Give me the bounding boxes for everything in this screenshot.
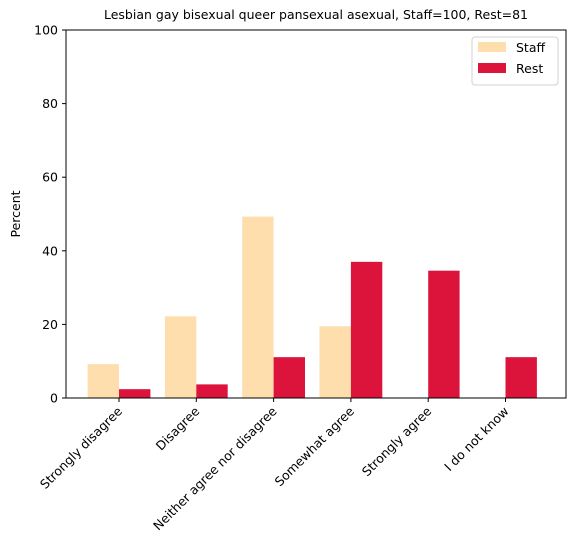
bar-rest-1 <box>196 384 228 398</box>
x-tick-label-4: Strongly agree <box>359 403 435 479</box>
bars-layer <box>87 216 537 398</box>
legend: Staff Rest <box>471 36 559 86</box>
y-tick-label-1: 20 <box>42 317 58 332</box>
y-axis-label: Percent <box>8 190 23 237</box>
bar-staff-3 <box>319 326 351 398</box>
bar-rest-2 <box>273 357 305 398</box>
x-tick-label-2: Neither agree nor disagree <box>150 403 280 533</box>
y-ticks: 0 20 40 60 80 100 <box>34 23 66 406</box>
y-tick-label-5: 100 <box>34 23 58 38</box>
y-tick-label-3: 60 <box>42 170 58 185</box>
x-tick-label-3: Somewhat agree <box>271 403 357 489</box>
bar-rest-3 <box>350 261 383 398</box>
legend-label-rest: Rest <box>516 61 543 76</box>
x-tick-label-1: Disagree <box>153 403 203 453</box>
x-tick-label-0: Strongly disagree <box>37 403 125 491</box>
chart-title: Lesbian gay bisexual queer pansexual ase… <box>104 7 528 22</box>
legend-swatch-staff <box>478 42 506 52</box>
bar-staff-1 <box>164 316 197 398</box>
bar-staff-0 <box>87 364 119 398</box>
y-tick-label-2: 40 <box>42 243 58 258</box>
x-tick-label-5: I do not know <box>441 404 512 475</box>
legend-swatch-rest <box>478 63 506 73</box>
y-tick-label-4: 80 <box>42 96 58 111</box>
bar-rest-4 <box>428 270 460 398</box>
bar-rest-0 <box>119 389 151 398</box>
plot-frame <box>65 29 567 399</box>
bar-rest-5 <box>505 357 537 398</box>
bar-staff-2 <box>242 216 274 398</box>
legend-label-staff: Staff <box>516 40 545 55</box>
y-tick-label-0: 0 <box>50 391 58 406</box>
